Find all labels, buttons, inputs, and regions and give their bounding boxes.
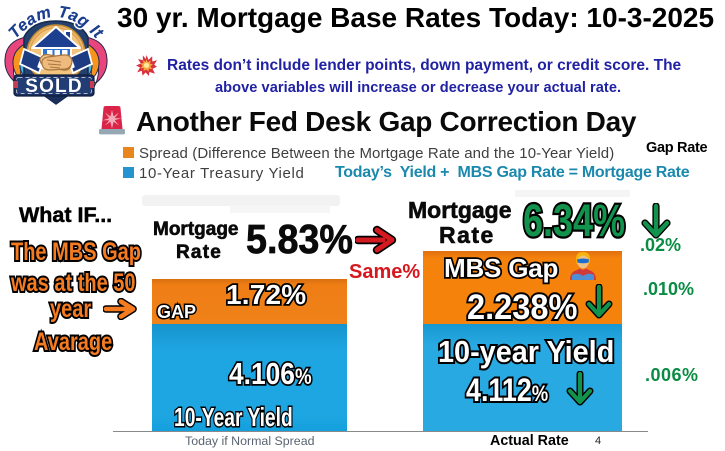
svg-text:SOLD: SOLD — [25, 76, 83, 97]
